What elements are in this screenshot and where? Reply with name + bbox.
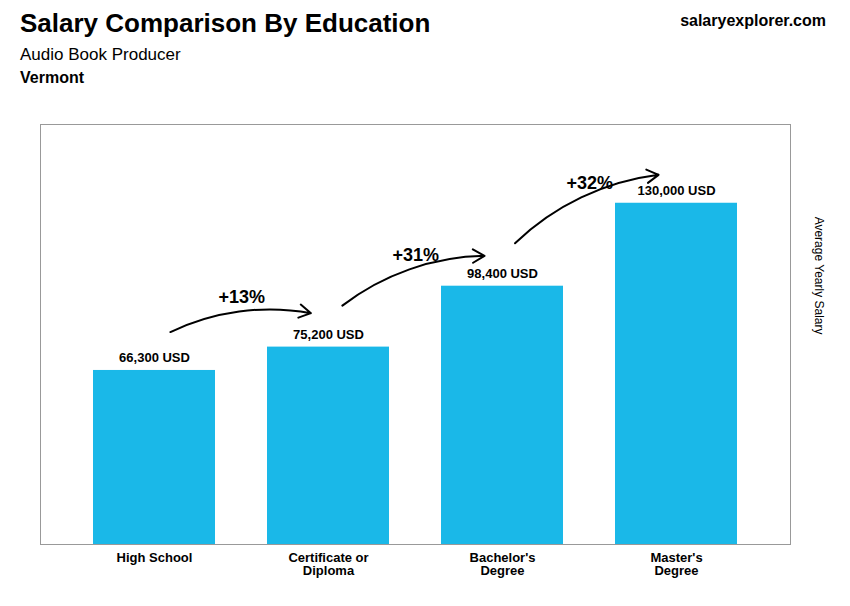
svg-text:Master'sDegree: Master'sDegree [650,550,702,578]
html-text:Vermont: Vermont [20,69,84,86]
svg-text:+32%: +32% [566,173,613,193]
html-text:Audio Book Producer: Audio Book Producer [20,45,181,64]
svg-text:75,200 USD: 75,200 USD [293,327,364,342]
svg-text:Bachelor'sDegree: Bachelor'sDegree [470,550,536,578]
svg-text:130,000 USD: 130,000 USD [637,183,715,198]
svg-text:Average Yearly Salary: Average Yearly Salary [812,217,826,335]
svg-text:66,300 USD: 66,300 USD [119,350,190,365]
svg-text:98,400 USD: 98,400 USD [467,266,538,281]
html-text:Salary Comparison By Education: Salary Comparison By Education [20,8,431,38]
svg-text:Certificate orDiploma: Certificate orDiploma [288,550,368,578]
svg-text:+13%: +13% [218,287,265,307]
svg-text:High School: High School [117,550,193,565]
html-text:salaryexplorer.com: salaryexplorer.com [680,12,826,29]
svg-text:+31%: +31% [392,245,439,265]
